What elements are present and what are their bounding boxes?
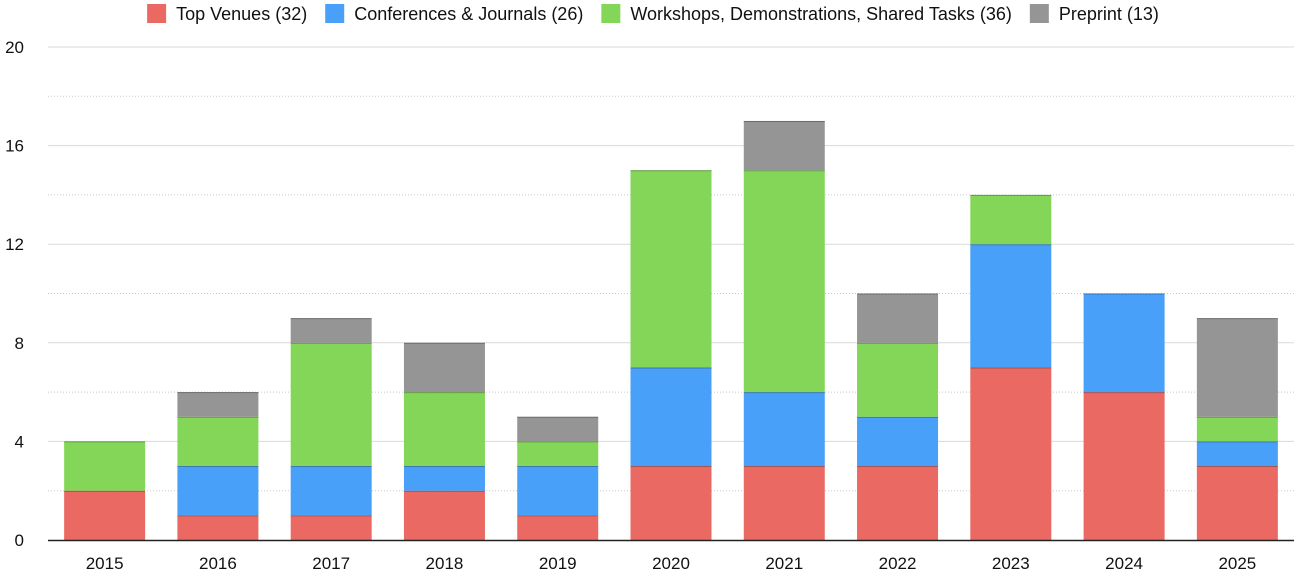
bar-segment bbox=[177, 466, 259, 516]
bar-segment bbox=[177, 392, 259, 417]
bar-segment bbox=[64, 441, 146, 491]
x-tick-label: 2021 bbox=[765, 554, 803, 572]
bar-segment bbox=[290, 466, 372, 516]
x-tick-label: 2022 bbox=[879, 554, 917, 572]
bar-segment bbox=[64, 490, 146, 540]
legend-swatch bbox=[325, 4, 345, 23]
bar-segment bbox=[403, 342, 485, 393]
x-tick-label: 2020 bbox=[652, 554, 690, 572]
bars bbox=[64, 120, 1278, 540]
bar-segment bbox=[1196, 416, 1278, 442]
bar-segment bbox=[630, 466, 712, 540]
bar-segment bbox=[970, 194, 1052, 245]
legend-label: Preprint (13) bbox=[1059, 4, 1159, 24]
x-tick-label: 2015 bbox=[86, 554, 124, 572]
legend-label: Conferences & Journals (26) bbox=[354, 4, 583, 24]
legend-item: Top Venues (32) bbox=[147, 4, 307, 24]
x-tick-label: 2024 bbox=[1105, 554, 1143, 572]
x-tick-label: 2018 bbox=[426, 554, 464, 572]
bar-segment bbox=[857, 342, 939, 417]
bar-segment bbox=[517, 416, 599, 442]
x-tick-label: 2016 bbox=[199, 554, 237, 572]
legend-swatch bbox=[601, 4, 621, 23]
legend-swatch bbox=[1029, 4, 1049, 23]
bar-segment bbox=[857, 293, 939, 343]
bar-segment bbox=[857, 466, 939, 540]
bar-segment bbox=[517, 515, 599, 540]
y-tick-label: 0 bbox=[15, 531, 24, 550]
bar-segment bbox=[970, 244, 1052, 368]
x-axis: 2015 2016 2017 2018 2019 2020 2021 2022 2023 2024… bbox=[48, 539, 1294, 572]
legend: Top Venues (32) Conferences & Journals (2… bbox=[147, 4, 1159, 24]
bar-segment bbox=[1083, 392, 1165, 540]
y-tick-label: 12 bbox=[5, 235, 24, 254]
bar-segment bbox=[177, 515, 259, 540]
legend-label: Top Venues (32) bbox=[176, 4, 307, 24]
bar-segment bbox=[1196, 318, 1278, 417]
x-tick-label: 2023 bbox=[992, 554, 1030, 572]
y-tick-label: 16 bbox=[5, 137, 24, 156]
legend-item: Workshops, Demonstrations, Shared Tasks … bbox=[601, 4, 1012, 24]
bar-segment bbox=[1196, 466, 1278, 540]
bar-segment bbox=[1083, 293, 1165, 393]
x-tick-label: 2017 bbox=[312, 554, 350, 572]
bar-segment bbox=[403, 490, 485, 540]
bar-segment bbox=[517, 441, 599, 467]
y-axis: 0 4 8 12 16 20 bbox=[5, 38, 24, 550]
bar-segment bbox=[290, 318, 372, 343]
bar-segment bbox=[290, 515, 372, 540]
bar-segment bbox=[857, 416, 939, 467]
bar-segment bbox=[743, 466, 825, 540]
x-tick-label: 2019 bbox=[539, 554, 577, 572]
x-tick-label: 2025 bbox=[1218, 554, 1256, 572]
legend-label: Workshops, Demonstrations, Shared Tasks … bbox=[630, 4, 1012, 24]
legend-item: Preprint (13) bbox=[1029, 4, 1159, 24]
bar-segment bbox=[970, 367, 1052, 540]
legend-swatch bbox=[147, 4, 167, 23]
bar-segment bbox=[743, 392, 825, 467]
bar-segment bbox=[517, 466, 599, 516]
bar-segment bbox=[1196, 441, 1278, 467]
bar-segment bbox=[177, 416, 259, 467]
legend-item: Conferences & Journals (26) bbox=[325, 4, 583, 24]
bar-segment bbox=[630, 367, 712, 467]
bar-segment bbox=[403, 392, 485, 467]
bar-segment bbox=[743, 120, 825, 171]
y-tick-label: 4 bbox=[15, 432, 24, 451]
y-tick-label: 20 bbox=[5, 38, 24, 57]
y-tick-label: 8 bbox=[15, 334, 24, 353]
bar-segment bbox=[290, 342, 372, 467]
bar-segment bbox=[743, 170, 825, 393]
bar-segment bbox=[403, 466, 485, 491]
bar-segment bbox=[630, 170, 712, 368]
